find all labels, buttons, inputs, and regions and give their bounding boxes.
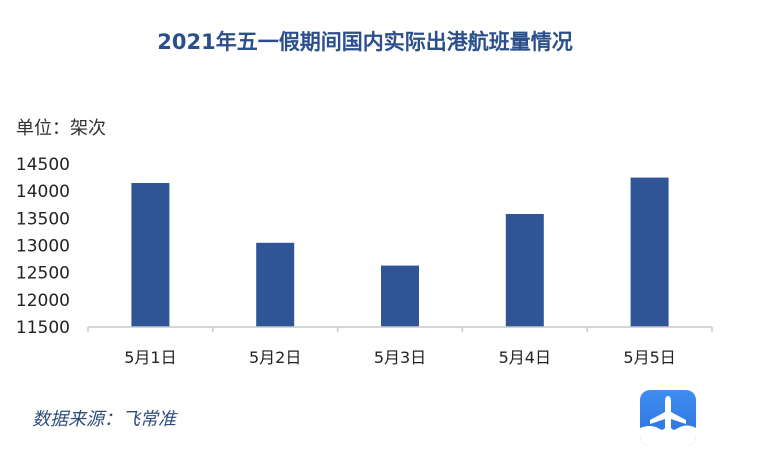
x-tick-label: 5月5日: [623, 348, 675, 367]
chart-title: 2021年五一假期间国内实际出港航班量情况: [157, 30, 573, 54]
x-tick-label: 5月4日: [499, 348, 551, 367]
airplane-icon: [640, 396, 696, 446]
y-tick-label: 14500: [16, 155, 70, 175]
unit-label: 单位：架次: [16, 118, 106, 139]
x-tick-label: 5月3日: [374, 348, 426, 367]
y-tick-label: 12500: [16, 264, 70, 284]
x-tick-label: 5月2日: [249, 348, 301, 367]
bar: [381, 265, 419, 327]
y-tick-label: 13500: [16, 209, 70, 229]
bar: [131, 183, 170, 327]
source-label: 数据来源：飞常准: [32, 409, 176, 430]
y-tick-label: 13000: [16, 237, 70, 257]
y-tick-label: 11500: [16, 318, 70, 338]
y-tick-label: 14000: [16, 182, 70, 202]
y-tick-label: 12000: [16, 291, 70, 311]
app-logo: [640, 390, 696, 446]
bar: [256, 242, 295, 327]
x-tick-label: 5月1日: [124, 348, 176, 367]
bar: [505, 213, 544, 327]
bar: [630, 177, 669, 327]
